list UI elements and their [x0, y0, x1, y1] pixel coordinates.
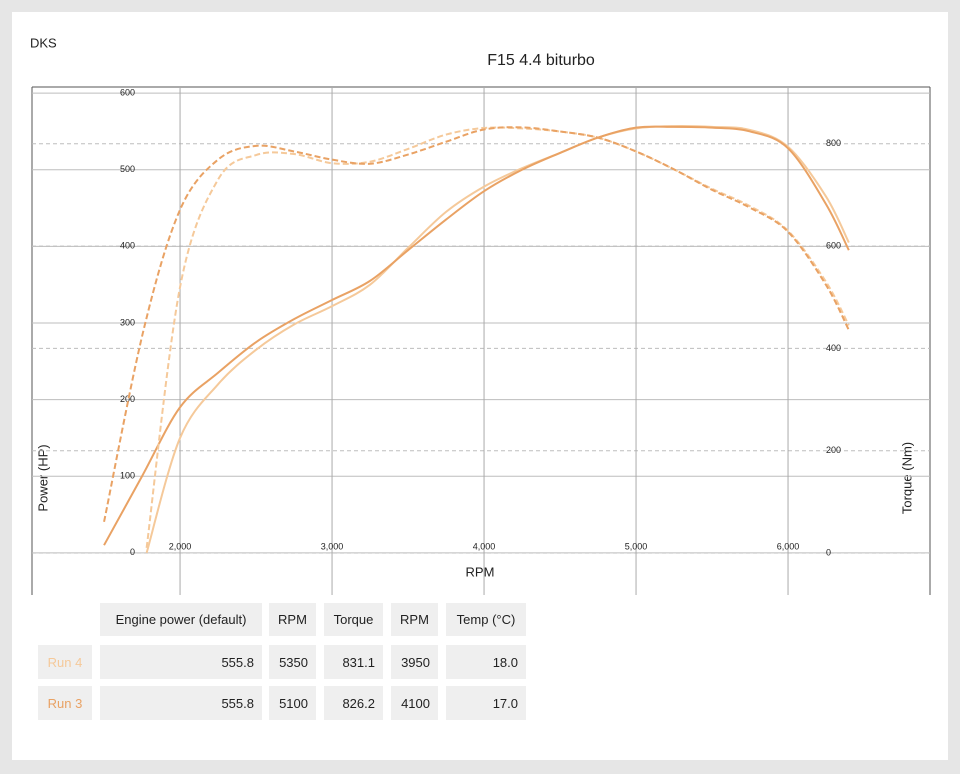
table-cell: RPM [391, 603, 438, 636]
table-cell: 826.2 [324, 686, 383, 720]
y-tick-label: 500 [120, 164, 135, 174]
table-cell: 4100 [391, 686, 438, 720]
x-tick-label: 2,000 [169, 541, 192, 551]
table-cell: 5100 [269, 686, 316, 720]
y2-tick-label: 200 [826, 445, 841, 455]
table-cell: 555.8 [100, 686, 262, 720]
table-cell: RPM [269, 603, 316, 636]
x-tick-label: 5,000 [625, 541, 648, 551]
y-tick-label: 600 [120, 88, 135, 98]
table-cell: Temp (°C) [446, 603, 526, 636]
x-axis-title: RPM [466, 564, 495, 579]
y2-tick-label: 600 [826, 240, 841, 250]
y-tick-label: 200 [120, 394, 135, 404]
table-cell: 5350 [269, 645, 316, 679]
table-cell: Torque [324, 603, 383, 636]
line [103, 125, 850, 546]
table-cell: 555.8 [100, 645, 262, 679]
y2-axis-title: Torque (Nm) [899, 442, 914, 514]
table-cell: Engine power (default) [100, 603, 262, 636]
y2-tick-label: 0 [826, 547, 831, 557]
table-cell: 18.0 [446, 645, 526, 679]
x-tick-label: 3,000 [321, 541, 344, 551]
table-cell: Run 3 [38, 686, 92, 720]
y-axis-title: Power (HP) [35, 444, 50, 511]
y2-tick-label: 400 [826, 343, 841, 353]
table-cell: 3950 [391, 645, 438, 679]
line [145, 126, 850, 549]
x-tick-label: 4,000 [473, 541, 496, 551]
x-tick-label: 6,000 [777, 541, 800, 551]
y2-tick-label: 800 [826, 138, 841, 148]
line [145, 124, 850, 554]
line [103, 126, 850, 523]
y-tick-label: 100 [120, 471, 135, 481]
table-cell: Run 4 [38, 645, 92, 679]
page-label: DKS [30, 35, 57, 50]
grid [32, 87, 930, 595]
table-cell: 17.0 [446, 686, 526, 720]
y-tick-label: 400 [120, 241, 135, 251]
y-tick-label: 300 [120, 317, 135, 327]
y-tick-label: 0 [130, 547, 135, 557]
table-cell: 831.1 [324, 645, 383, 679]
chart-title: F15 4.4 biturbo [487, 52, 595, 69]
